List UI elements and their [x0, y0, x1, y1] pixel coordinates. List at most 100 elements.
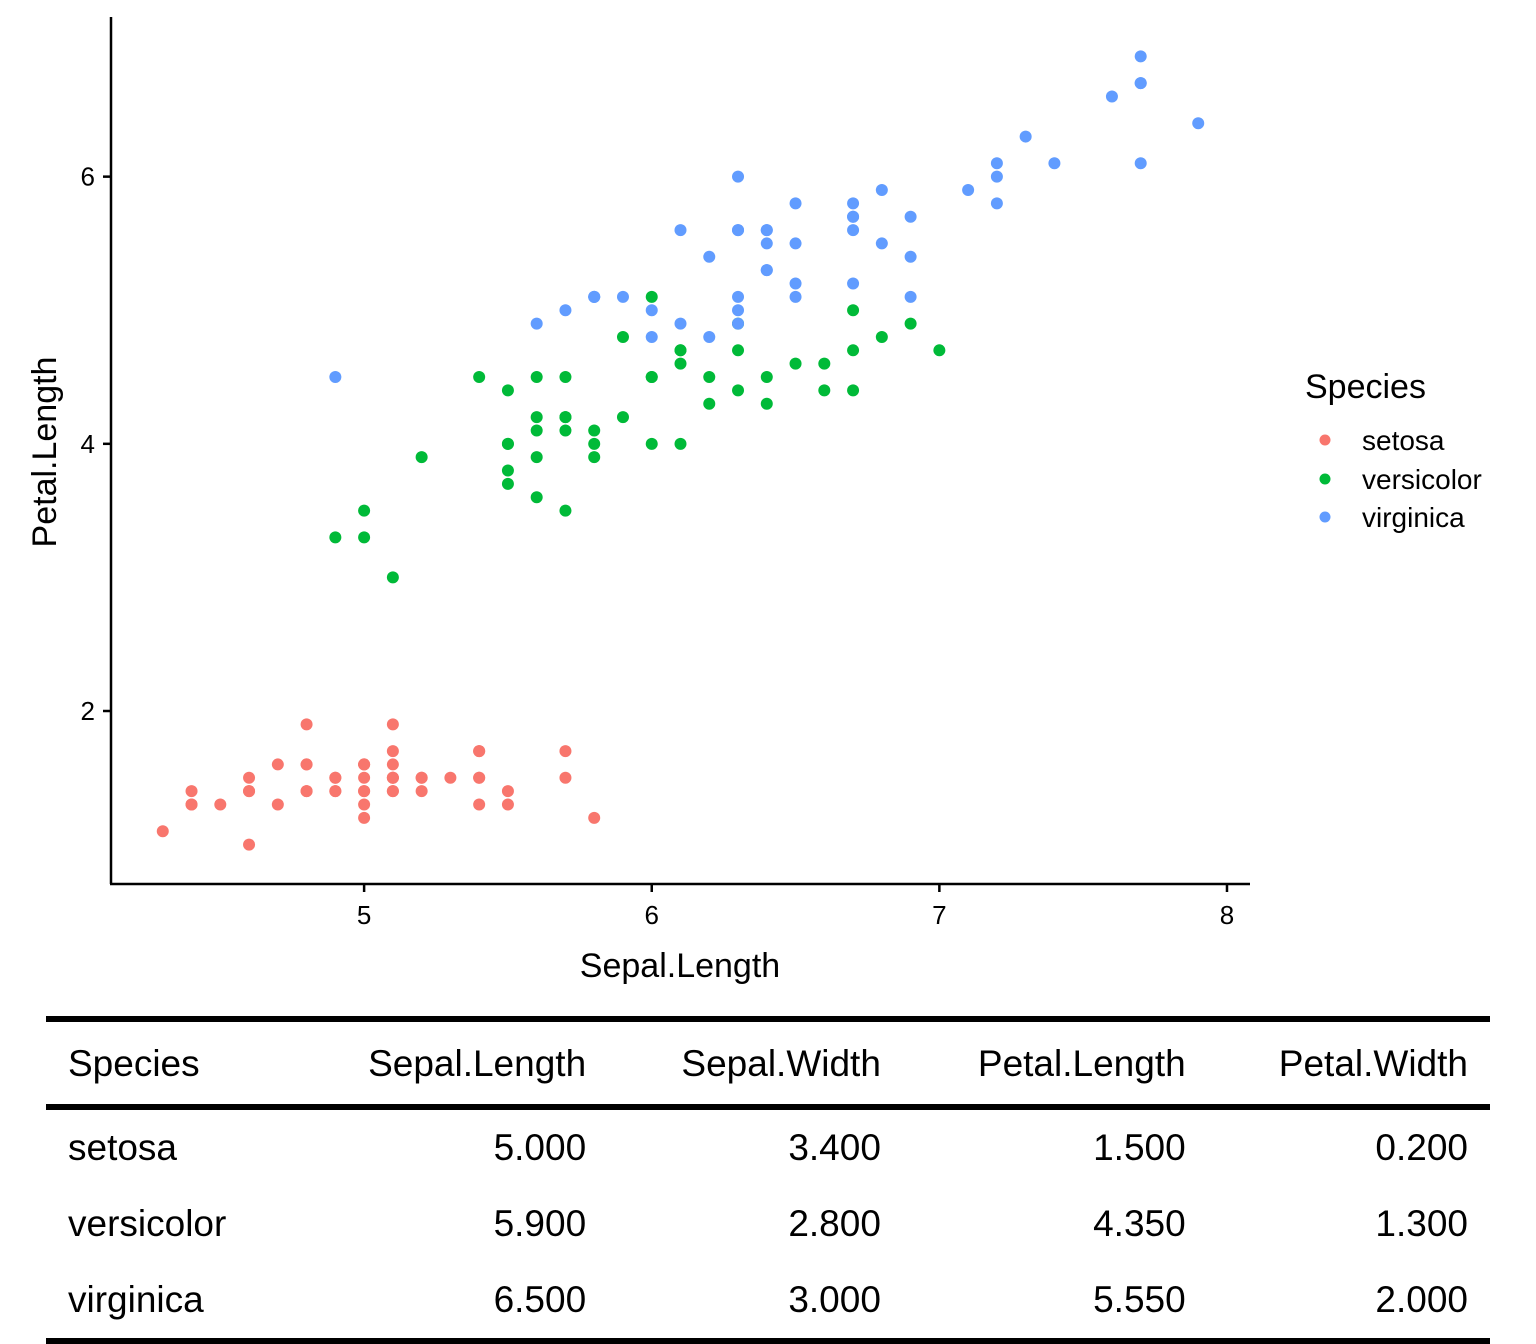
data-point-setosa — [358, 771, 371, 784]
header-sepal-length: Sepal.Length — [368, 1043, 587, 1084]
data-point-versicolor — [732, 344, 745, 357]
data-point-versicolor — [847, 384, 860, 397]
x-tick-label: 8 — [1220, 900, 1234, 930]
cell-sepal-width: 3.400 — [788, 1127, 881, 1168]
cell-petal-width: 0.200 — [1375, 1127, 1468, 1168]
data-point-versicolor — [530, 451, 543, 464]
data-point-versicolor — [530, 371, 543, 384]
data-point-virginica — [616, 290, 629, 303]
header-petal-width: Petal.Width — [1278, 1043, 1468, 1084]
legend-label-versicolor: versicolor — [1362, 464, 1482, 495]
data-point-versicolor — [645, 437, 658, 450]
data-point-setosa — [358, 785, 371, 798]
cell-sepal-width: 2.800 — [788, 1203, 881, 1244]
data-point-versicolor — [588, 437, 601, 450]
data-point-setosa — [415, 771, 428, 784]
data-point-virginica — [732, 317, 745, 330]
data-point-versicolor — [904, 317, 917, 330]
data-point-versicolor — [559, 411, 572, 424]
data-point-setosa — [358, 798, 371, 811]
data-point-versicolor — [530, 491, 543, 504]
y-tick-label: 6 — [81, 162, 95, 192]
data-point-versicolor — [645, 371, 658, 384]
header-petal-length: Petal.Length — [977, 1043, 1186, 1084]
legend-key-setosa — [1319, 434, 1331, 446]
data-point-versicolor — [616, 330, 629, 343]
data-point-virginica — [789, 237, 802, 250]
data-point-versicolor — [588, 451, 601, 464]
data-point-versicolor — [559, 424, 572, 437]
data-point-setosa — [358, 811, 371, 824]
y-axis-title: Petal.Length — [26, 357, 64, 548]
data-point-virginica — [703, 330, 716, 343]
data-point-virginica — [1048, 157, 1061, 170]
data-point-virginica — [875, 237, 888, 250]
data-point-versicolor — [674, 437, 687, 450]
x-tick-label: 7 — [932, 900, 946, 930]
data-point-virginica — [1134, 77, 1147, 90]
data-point-virginica — [530, 317, 543, 330]
header-species: Species — [68, 1043, 200, 1084]
y-tick-label: 2 — [81, 696, 95, 726]
data-point-setosa — [271, 798, 284, 811]
data-point-setosa — [473, 771, 486, 784]
data-point-versicolor — [501, 464, 514, 477]
data-point-versicolor — [703, 371, 716, 384]
data-point-versicolor — [875, 330, 888, 343]
data-point-virginica — [1105, 90, 1118, 103]
header-sepal-width: Sepal.Width — [681, 1043, 881, 1084]
x-tick-label: 5 — [357, 900, 371, 930]
data-point-versicolor — [674, 344, 687, 357]
data-point-virginica — [559, 304, 572, 317]
legend-key-virginica — [1319, 511, 1331, 523]
data-point-setosa — [243, 785, 256, 798]
data-point-setosa — [559, 745, 572, 758]
table-row: virginica 6.500 3.000 5.550 2.000 — [46, 1262, 1490, 1341]
data-point-setosa — [243, 838, 256, 851]
data-point-virginica — [732, 304, 745, 317]
data-point-versicolor — [559, 504, 572, 517]
data-point-setosa — [329, 785, 342, 798]
cell-petal-length: 5.550 — [1093, 1279, 1186, 1320]
cell-species: setosa — [68, 1127, 178, 1168]
data-point-setosa — [243, 771, 256, 784]
data-point-setosa — [271, 758, 284, 771]
data-point-virginica — [847, 224, 860, 237]
data-point-versicolor — [530, 424, 543, 437]
data-point-versicolor — [818, 357, 831, 370]
data-point-versicolor — [559, 371, 572, 384]
data-point-setosa — [386, 758, 399, 771]
data-point-virginica — [847, 277, 860, 290]
data-point-setosa — [300, 785, 313, 798]
data-point-versicolor — [847, 344, 860, 357]
data-point-versicolor — [933, 344, 946, 357]
data-point-versicolor — [616, 411, 629, 424]
data-point-versicolor — [760, 371, 773, 384]
data-point-virginica — [732, 170, 745, 183]
legend-label-virginica: virginica — [1362, 502, 1465, 533]
data-point-virginica — [990, 197, 1003, 210]
data-point-versicolor — [501, 384, 514, 397]
data-point-versicolor — [530, 411, 543, 424]
data-point-setosa — [300, 718, 313, 731]
cell-sepal-length: 6.500 — [493, 1279, 587, 1320]
data-point-virginica — [588, 290, 601, 303]
data-point-setosa — [156, 825, 169, 838]
table-row: setosa 5.000 3.400 1.500 0.200 — [46, 1107, 1490, 1186]
cell-petal-width: 2.000 — [1375, 1279, 1468, 1320]
data-point-virginica — [789, 197, 802, 210]
data-point-setosa — [185, 798, 198, 811]
data-point-virginica — [789, 277, 802, 290]
data-point-virginica — [847, 197, 860, 210]
data-point-versicolor — [760, 397, 773, 410]
data-point-setosa — [300, 758, 313, 771]
data-point-setosa — [329, 771, 342, 784]
data-point-versicolor — [473, 371, 486, 384]
data-point-setosa — [473, 745, 486, 758]
data-point-versicolor — [789, 357, 802, 370]
data-point-virginica — [847, 210, 860, 223]
data-point-virginica — [990, 170, 1003, 183]
data-point-virginica — [760, 237, 773, 250]
cell-sepal-width: 3.000 — [788, 1279, 881, 1320]
data-point-setosa — [386, 785, 399, 798]
